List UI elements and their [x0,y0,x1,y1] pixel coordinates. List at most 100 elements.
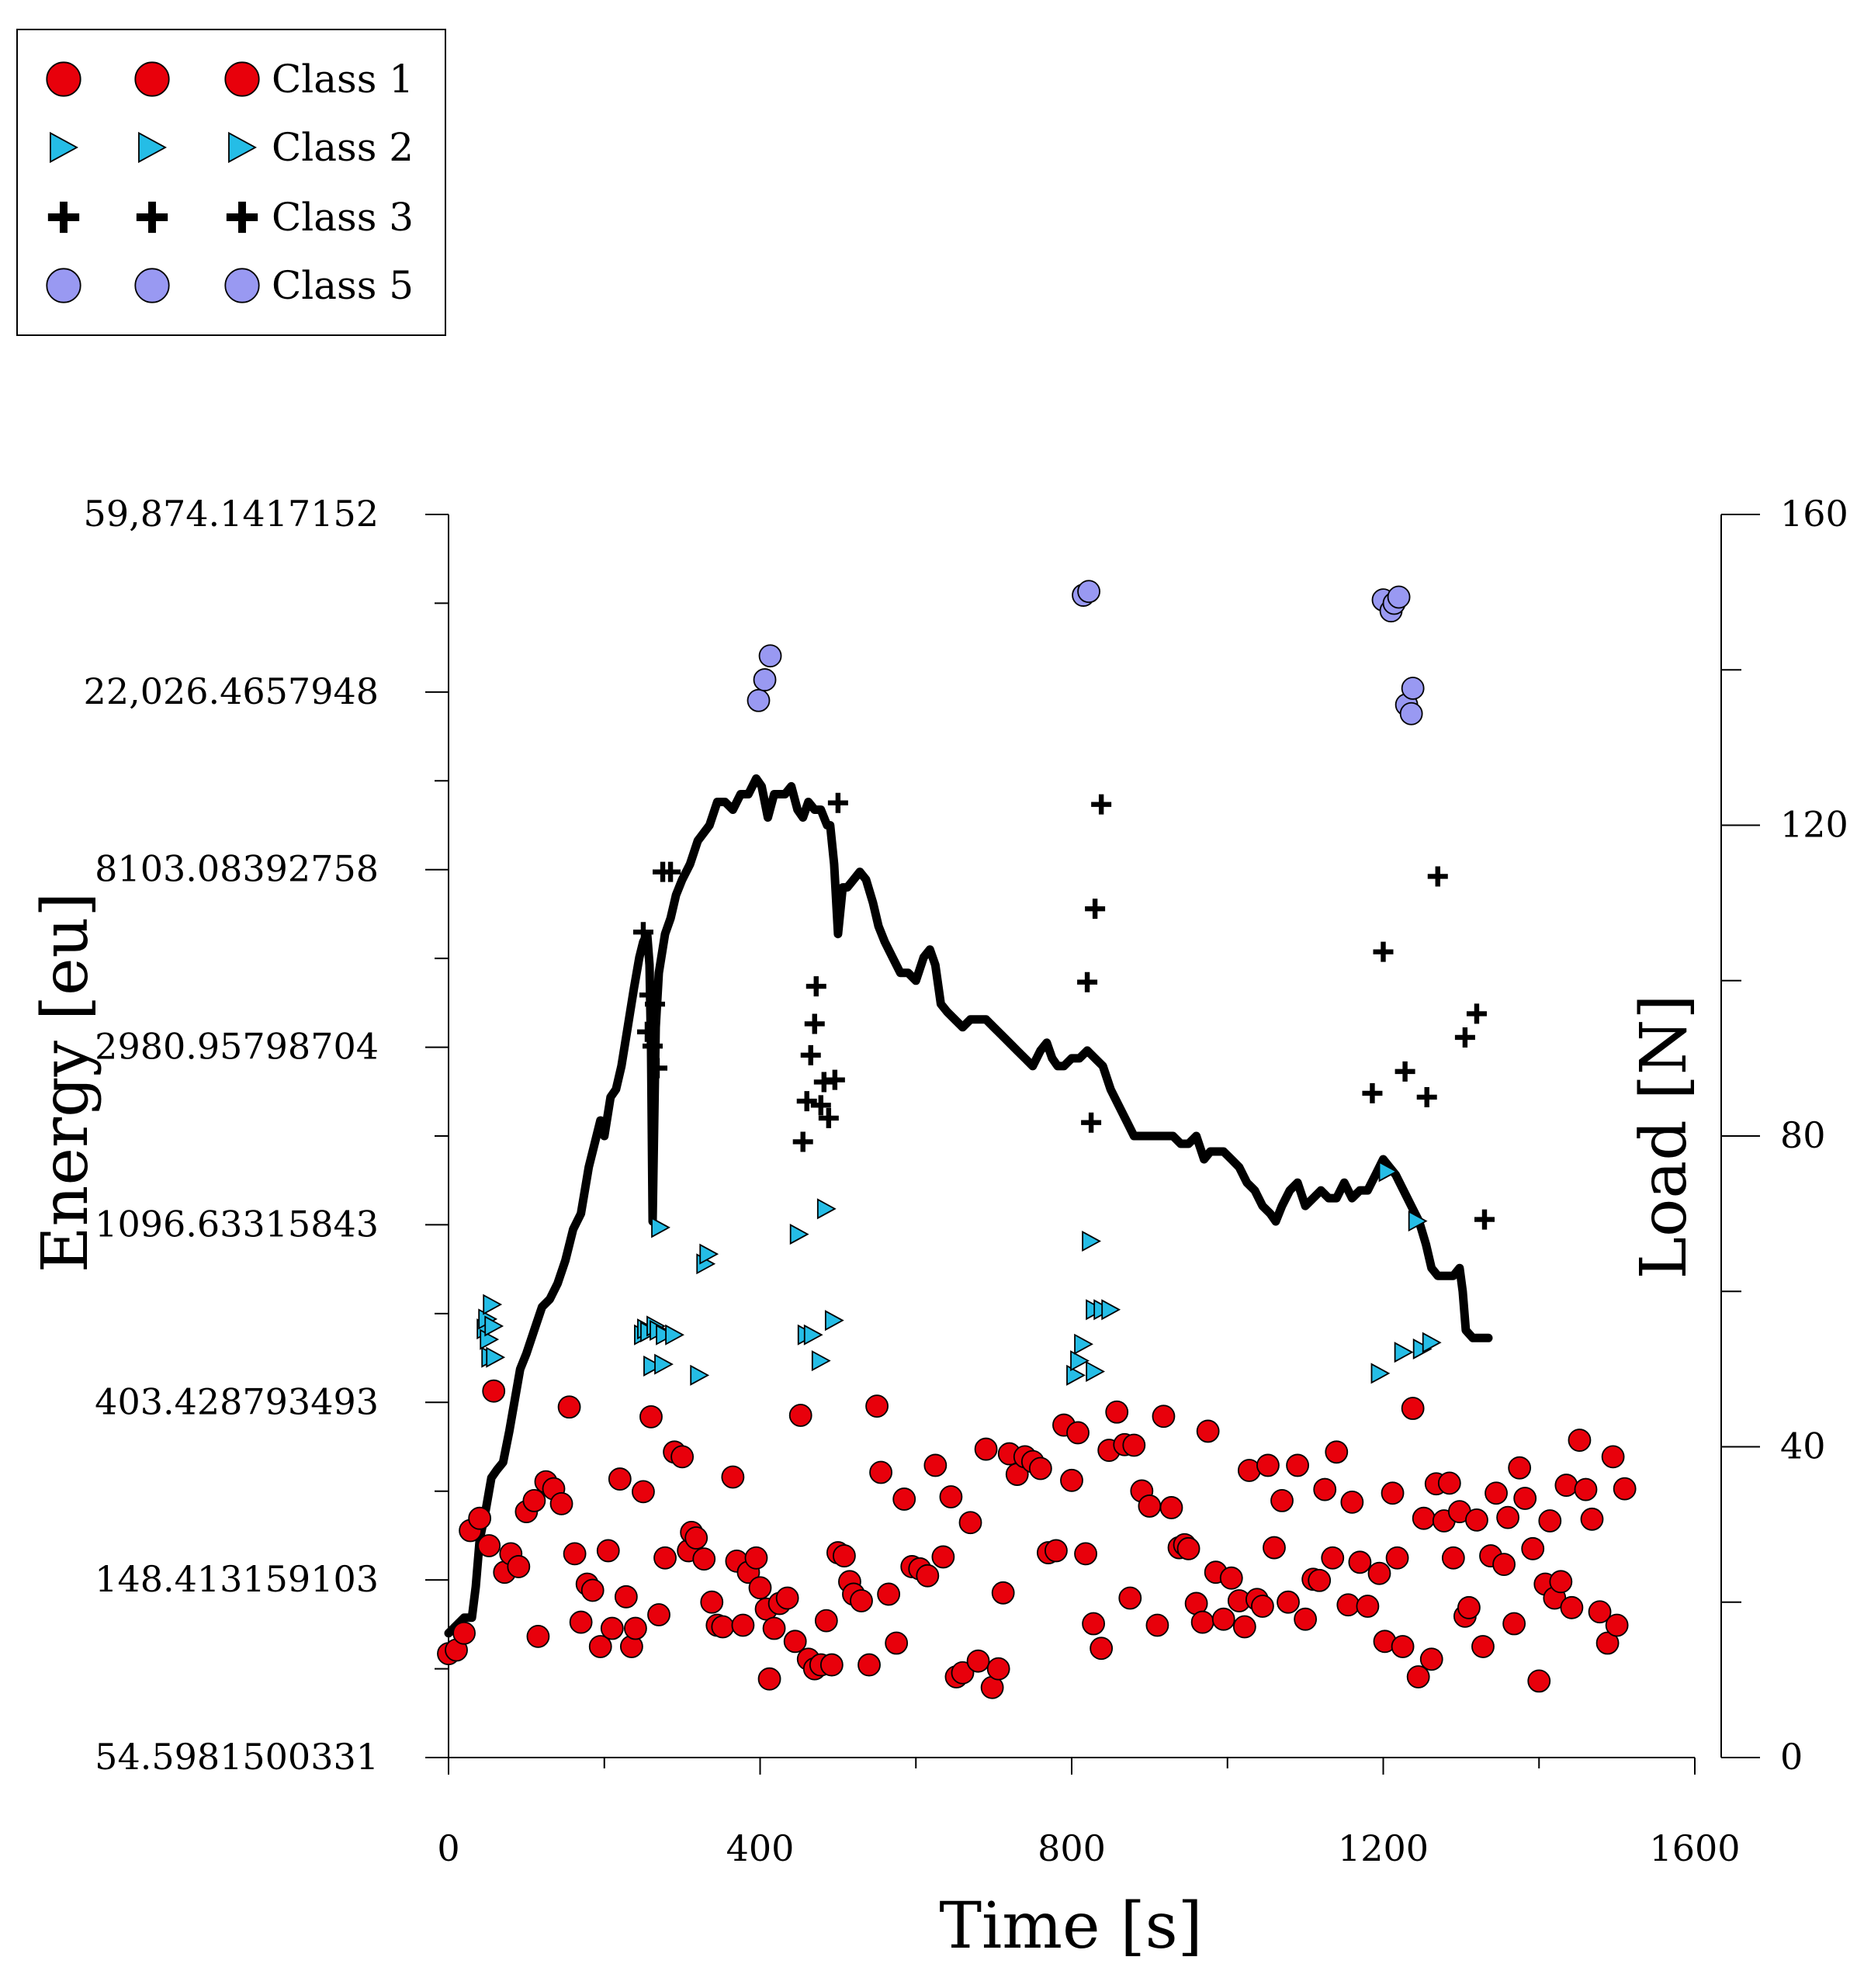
load-line [444,774,1493,1638]
legend-label: Class 2 [272,125,414,170]
class-2-point [1082,1231,1101,1252]
legend-marker-class-5 [224,268,260,303]
class-1-point [1419,1647,1443,1671]
class-3-point [800,1044,821,1065]
y-left-tick-label: 1096.63315843 [95,1203,379,1245]
class-1-point [833,1544,856,1567]
class-1-point [819,1653,844,1677]
y-left-tick-label: 8103.08392758 [95,848,379,890]
class-3-point [818,1107,839,1128]
class-2-point [699,1243,719,1265]
class-1-point [974,1437,998,1461]
class-1-point [1118,1586,1142,1610]
class-2-point [1412,1338,1433,1359]
class-1-point [588,1635,612,1658]
class-1-point [1286,1453,1309,1477]
class-1-point [1256,1453,1280,1477]
class-1-point [563,1542,587,1566]
y-right-tick-label: 120 [1780,804,1848,846]
y-left-tick-label: 59,874.1417152 [84,493,379,535]
y-left-tick-label: 403.428793493 [95,1380,379,1422]
class-1-point [869,1460,892,1484]
class-1-point [1219,1566,1243,1590]
class-3-point [660,861,681,882]
class-1-point [1321,1546,1345,1570]
class-2-point [665,1324,684,1346]
class-1-point [684,1526,709,1550]
class-1-point [1391,1635,1415,1658]
class-1-point [931,1545,955,1569]
class-1-point [1340,1490,1364,1514]
class-2-point [1101,1299,1121,1321]
class-1-point [1406,1665,1430,1688]
class-1-point [1595,1631,1620,1655]
class-2-point [1370,1363,1391,1384]
class-3-point [824,1069,845,1090]
class-1-point [1496,1505,1519,1529]
class-1-point [788,1404,812,1427]
class-1-point [452,1621,476,1645]
class-3-point [1085,899,1106,920]
class-1-point [1568,1429,1592,1452]
class-1-point [1492,1553,1516,1576]
class-5-point [1401,677,1425,700]
legend-marker-class-3 [226,201,258,234]
class-1-point [1538,1509,1562,1533]
class-2-point [1086,1360,1105,1383]
class-1-point [1367,1561,1391,1585]
class-1-point [507,1555,531,1578]
class-1-point [1270,1489,1294,1512]
class-1-point [647,1603,670,1626]
class-1-point [1588,1600,1612,1624]
x-axis-title: Time [s] [939,1889,1202,1963]
legend-marker-class-5 [46,268,81,303]
x-tick-label: 0 [437,1827,459,1869]
class-2-point [484,1315,504,1337]
axes: 54.5981500331 148.413159103 403.428793493 1… [84,493,1848,1869]
class-1-point [1502,1612,1526,1636]
class-1-point [1145,1613,1169,1637]
class-2-point [824,1310,844,1332]
legend-marker-class-3 [136,201,168,234]
class-3-point [1394,1061,1415,1082]
class-1-point [1381,1481,1405,1505]
y-right-tick-label: 0 [1780,1736,1803,1778]
class-1-point [1521,1536,1545,1560]
class-2-point [1408,1210,1428,1232]
class-5-point [753,668,777,691]
class-1-point [1348,1550,1372,1574]
class-2-point [789,1224,809,1245]
class-1-point [1159,1496,1183,1519]
class-1-point [1060,1468,1083,1492]
class-1-point [850,1589,873,1612]
class-1-point [569,1610,593,1634]
class-1-point [1485,1481,1508,1505]
legend-marker-class-2 [228,131,257,164]
class-1-point [958,1511,982,1535]
class-1-point [775,1586,799,1610]
class-1-point [814,1609,838,1633]
class-1-point [1471,1635,1495,1658]
class-1-point [1412,1506,1436,1530]
class-2-point [816,1198,837,1220]
class-1-point [986,1657,1010,1681]
class-2-point [656,1324,675,1346]
class-1-point [1277,1590,1300,1614]
class-3-point [1474,1209,1495,1230]
class-1-point [624,1616,647,1640]
class-2-point [1378,1161,1398,1183]
class-1-point [1605,1613,1629,1637]
class-1-point [1028,1456,1052,1481]
class-2-point [486,1346,506,1368]
class-2-point [803,1324,823,1346]
class-1-point [1263,1536,1286,1560]
legend-marker-class-1 [134,61,170,97]
class-3-point [1454,1027,1475,1048]
legend-marker-class-5 [134,268,170,303]
class-1-point [639,1404,663,1429]
class-1-point [1196,1419,1220,1443]
class-2-point [1422,1332,1442,1353]
y-axis-right-title: Load [N] [1627,995,1701,1280]
class-3-point [644,994,665,1015]
